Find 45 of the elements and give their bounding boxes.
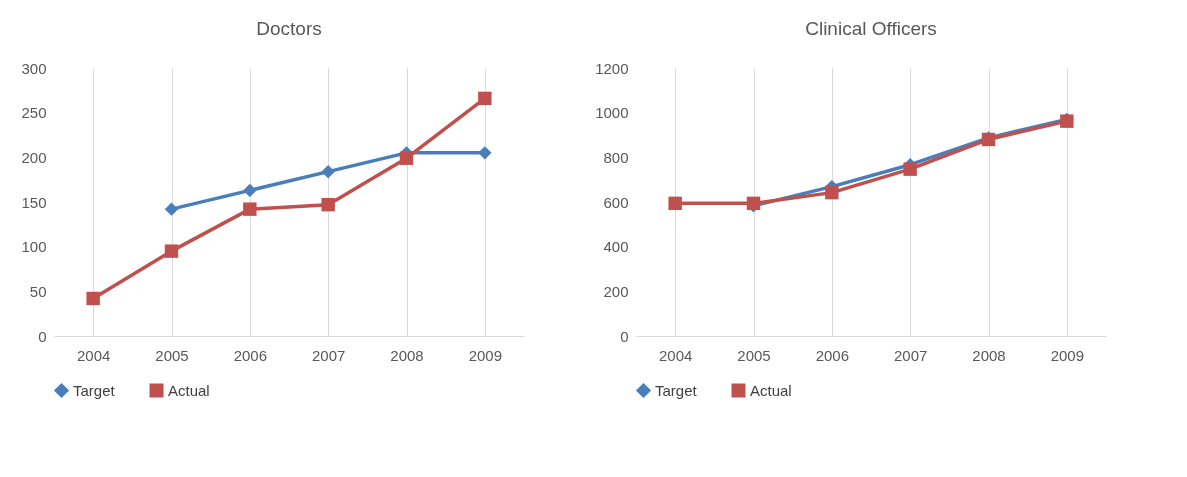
legend-label: Actual [168, 381, 210, 399]
y-tick-label: 0 [620, 327, 629, 345]
x-tick-label: 2004 [76, 346, 111, 364]
y-tick-label: 800 [603, 148, 629, 166]
point [478, 91, 492, 106]
point [321, 164, 335, 179]
chart-title: Clinical Officers [805, 18, 937, 39]
y-tick-label: 1000 [595, 104, 629, 122]
point [478, 146, 492, 160]
y-tick-label: 1200 [595, 59, 629, 77]
y-tick-label: 150 [21, 193, 47, 211]
y-tick-label: 300 [21, 59, 47, 77]
legend-label: Target [73, 381, 116, 399]
x-tick-label: 2004 [658, 346, 693, 364]
y-tick-label: 400 [603, 238, 629, 256]
point [86, 291, 100, 306]
point [903, 162, 917, 176]
legend-label: Actual [750, 381, 792, 399]
point [668, 196, 682, 211]
x-tick-label: 2008 [972, 346, 1006, 364]
y-tick-label: 100 [21, 238, 47, 256]
y-tick-label: 50 [29, 282, 47, 300]
x-tick-label: 2009 [1050, 346, 1085, 364]
point [164, 202, 179, 216]
x-tick-label: 2006 [815, 346, 850, 364]
point [399, 151, 414, 165]
y-tick-label: 600 [603, 193, 629, 211]
x-tick-label: 2006 [233, 346, 268, 364]
point [321, 197, 335, 212]
y-tick-label: 200 [603, 282, 629, 300]
point [243, 183, 257, 198]
point [825, 185, 839, 200]
x-tick-label: 2007 [311, 346, 346, 364]
legend-label: Target [655, 381, 698, 399]
y-tick-label: 0 [38, 327, 47, 345]
x-tick-label: 2005 [155, 346, 189, 364]
chart-title: Doctors [256, 18, 322, 39]
y-tick-label: 250 [21, 104, 47, 122]
x-tick-label: 2007 [893, 346, 928, 364]
x-tick-label: 2009 [468, 346, 503, 364]
point [164, 244, 179, 258]
y-tick-label: 200 [21, 148, 47, 166]
x-tick-label: 2008 [390, 346, 424, 364]
point [243, 202, 257, 216]
x-tick-label: 2005 [737, 346, 771, 364]
